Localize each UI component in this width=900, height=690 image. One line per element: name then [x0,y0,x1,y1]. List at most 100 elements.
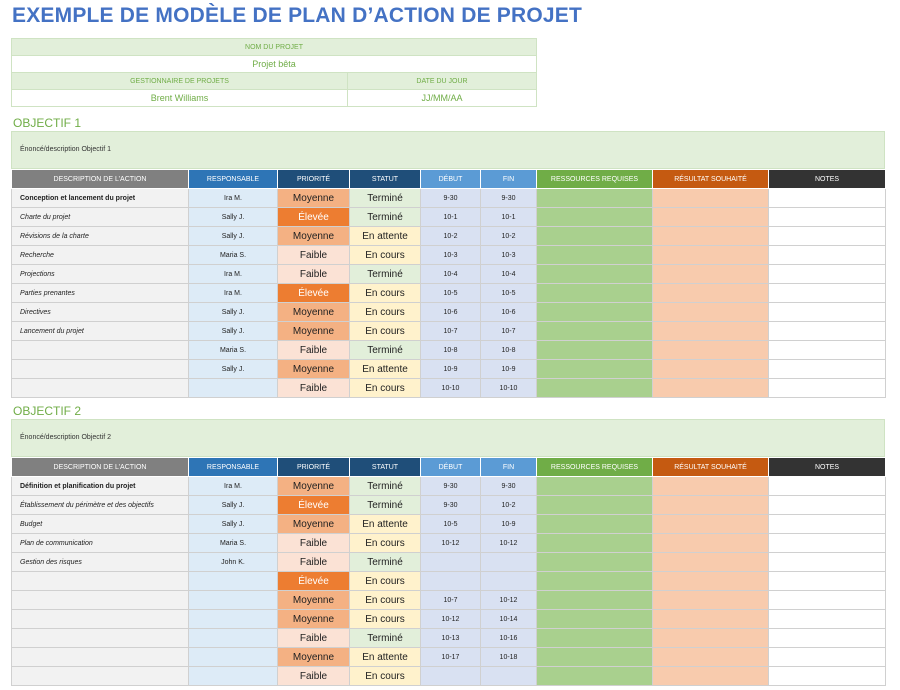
outcome-cell[interactable] [652,666,769,686]
outcome-cell[interactable] [652,321,769,341]
resources-cell[interactable] [536,628,653,648]
status-cell[interactable]: En cours [349,245,421,265]
resources-cell[interactable] [536,666,653,686]
outcome-cell[interactable] [652,226,769,246]
action-description-cell[interactable] [11,340,189,360]
notes-cell[interactable] [768,378,886,398]
priority-cell[interactable]: Moyenne [277,226,350,246]
action-description-cell[interactable]: Directives [11,302,189,322]
priority-cell[interactable]: Faible [277,245,350,265]
outcome-cell[interactable] [652,264,769,284]
outcome-cell[interactable] [652,590,769,610]
priority-cell[interactable]: Élevée [277,207,350,227]
notes-cell[interactable] [768,666,886,686]
outcome-cell[interactable] [652,302,769,322]
priority-cell[interactable]: Élevée [277,495,350,515]
responsible-cell[interactable]: John K. [188,552,278,572]
start-date-cell[interactable]: 10-17 [420,647,481,667]
notes-cell[interactable] [768,476,886,496]
notes-cell[interactable] [768,495,886,515]
outcome-cell[interactable] [652,514,769,534]
responsible-cell[interactable] [188,378,278,398]
responsible-cell[interactable]: Sally J. [188,321,278,341]
notes-cell[interactable] [768,302,886,322]
end-date-cell[interactable]: 10-10 [480,378,537,398]
start-date-cell[interactable]: 10-6 [420,302,481,322]
action-description-cell[interactable] [11,571,189,591]
end-date-cell[interactable]: 10-12 [480,590,537,610]
outcome-cell[interactable] [652,283,769,303]
responsible-cell[interactable]: Sally J. [188,359,278,379]
end-date-cell[interactable]: 9-30 [480,188,537,208]
end-date-cell[interactable]: 10-5 [480,283,537,303]
action-description-cell[interactable]: Budget [11,514,189,534]
status-cell[interactable]: En cours [349,378,421,398]
end-date-cell[interactable]: 10-2 [480,226,537,246]
status-cell[interactable]: En attente [349,226,421,246]
priority-cell[interactable]: Moyenne [277,359,350,379]
project-name-value[interactable]: Projet bêta [10,55,538,73]
notes-cell[interactable] [768,514,886,534]
notes-cell[interactable] [768,321,886,341]
start-date-cell[interactable] [420,666,481,686]
responsible-cell[interactable] [188,590,278,610]
resources-cell[interactable] [536,495,653,515]
start-date-cell[interactable]: 10-10 [420,378,481,398]
start-date-cell[interactable]: 10-12 [420,533,481,553]
outcome-cell[interactable] [652,609,769,629]
status-cell[interactable]: En cours [349,321,421,341]
notes-cell[interactable] [768,359,886,379]
priority-cell[interactable]: Moyenne [277,647,350,667]
outcome-cell[interactable] [652,207,769,227]
priority-cell[interactable]: Moyenne [277,476,350,496]
status-cell[interactable]: Terminé [349,495,421,515]
end-date-cell[interactable]: 10-6 [480,302,537,322]
priority-cell[interactable]: Élevée [277,571,350,591]
status-cell[interactable]: En attente [349,647,421,667]
date-value[interactable]: JJ/MM/AA [346,89,538,107]
responsible-cell[interactable]: Ira M. [188,283,278,303]
resources-cell[interactable] [536,647,653,667]
status-cell[interactable]: En cours [349,283,421,303]
notes-cell[interactable] [768,609,886,629]
notes-cell[interactable] [768,245,886,265]
notes-cell[interactable] [768,647,886,667]
start-date-cell[interactable]: 9-30 [420,476,481,496]
end-date-cell[interactable] [480,571,537,591]
status-cell[interactable]: Terminé [349,264,421,284]
resources-cell[interactable] [536,571,653,591]
outcome-cell[interactable] [652,647,769,667]
outcome-cell[interactable] [652,359,769,379]
resources-cell[interactable] [536,207,653,227]
end-date-cell[interactable]: 10-16 [480,628,537,648]
priority-cell[interactable]: Moyenne [277,302,350,322]
notes-cell[interactable] [768,188,886,208]
notes-cell[interactable] [768,340,886,360]
start-date-cell[interactable]: 10-3 [420,245,481,265]
priority-cell[interactable]: Moyenne [277,321,350,341]
resources-cell[interactable] [536,359,653,379]
status-cell[interactable]: Terminé [349,628,421,648]
resources-cell[interactable] [536,533,653,553]
action-description-cell[interactable] [11,378,189,398]
start-date-cell[interactable]: 9-30 [420,188,481,208]
end-date-cell[interactable]: 10-18 [480,647,537,667]
action-description-cell[interactable]: Recherche [11,245,189,265]
objective-1-description[interactable]: Énoncé/description Objectif 1 [11,131,885,169]
outcome-cell[interactable] [652,552,769,572]
notes-cell[interactable] [768,283,886,303]
responsible-cell[interactable] [188,609,278,629]
start-date-cell[interactable]: 10-4 [420,264,481,284]
start-date-cell[interactable]: 10-1 [420,207,481,227]
outcome-cell[interactable] [652,340,769,360]
responsible-cell[interactable] [188,647,278,667]
resources-cell[interactable] [536,340,653,360]
status-cell[interactable]: Terminé [349,207,421,227]
end-date-cell[interactable]: 10-2 [480,495,537,515]
notes-cell[interactable] [768,590,886,610]
outcome-cell[interactable] [652,245,769,265]
start-date-cell[interactable]: 10-13 [420,628,481,648]
resources-cell[interactable] [536,552,653,572]
priority-cell[interactable]: Élevée [277,283,350,303]
end-date-cell[interactable] [480,552,537,572]
